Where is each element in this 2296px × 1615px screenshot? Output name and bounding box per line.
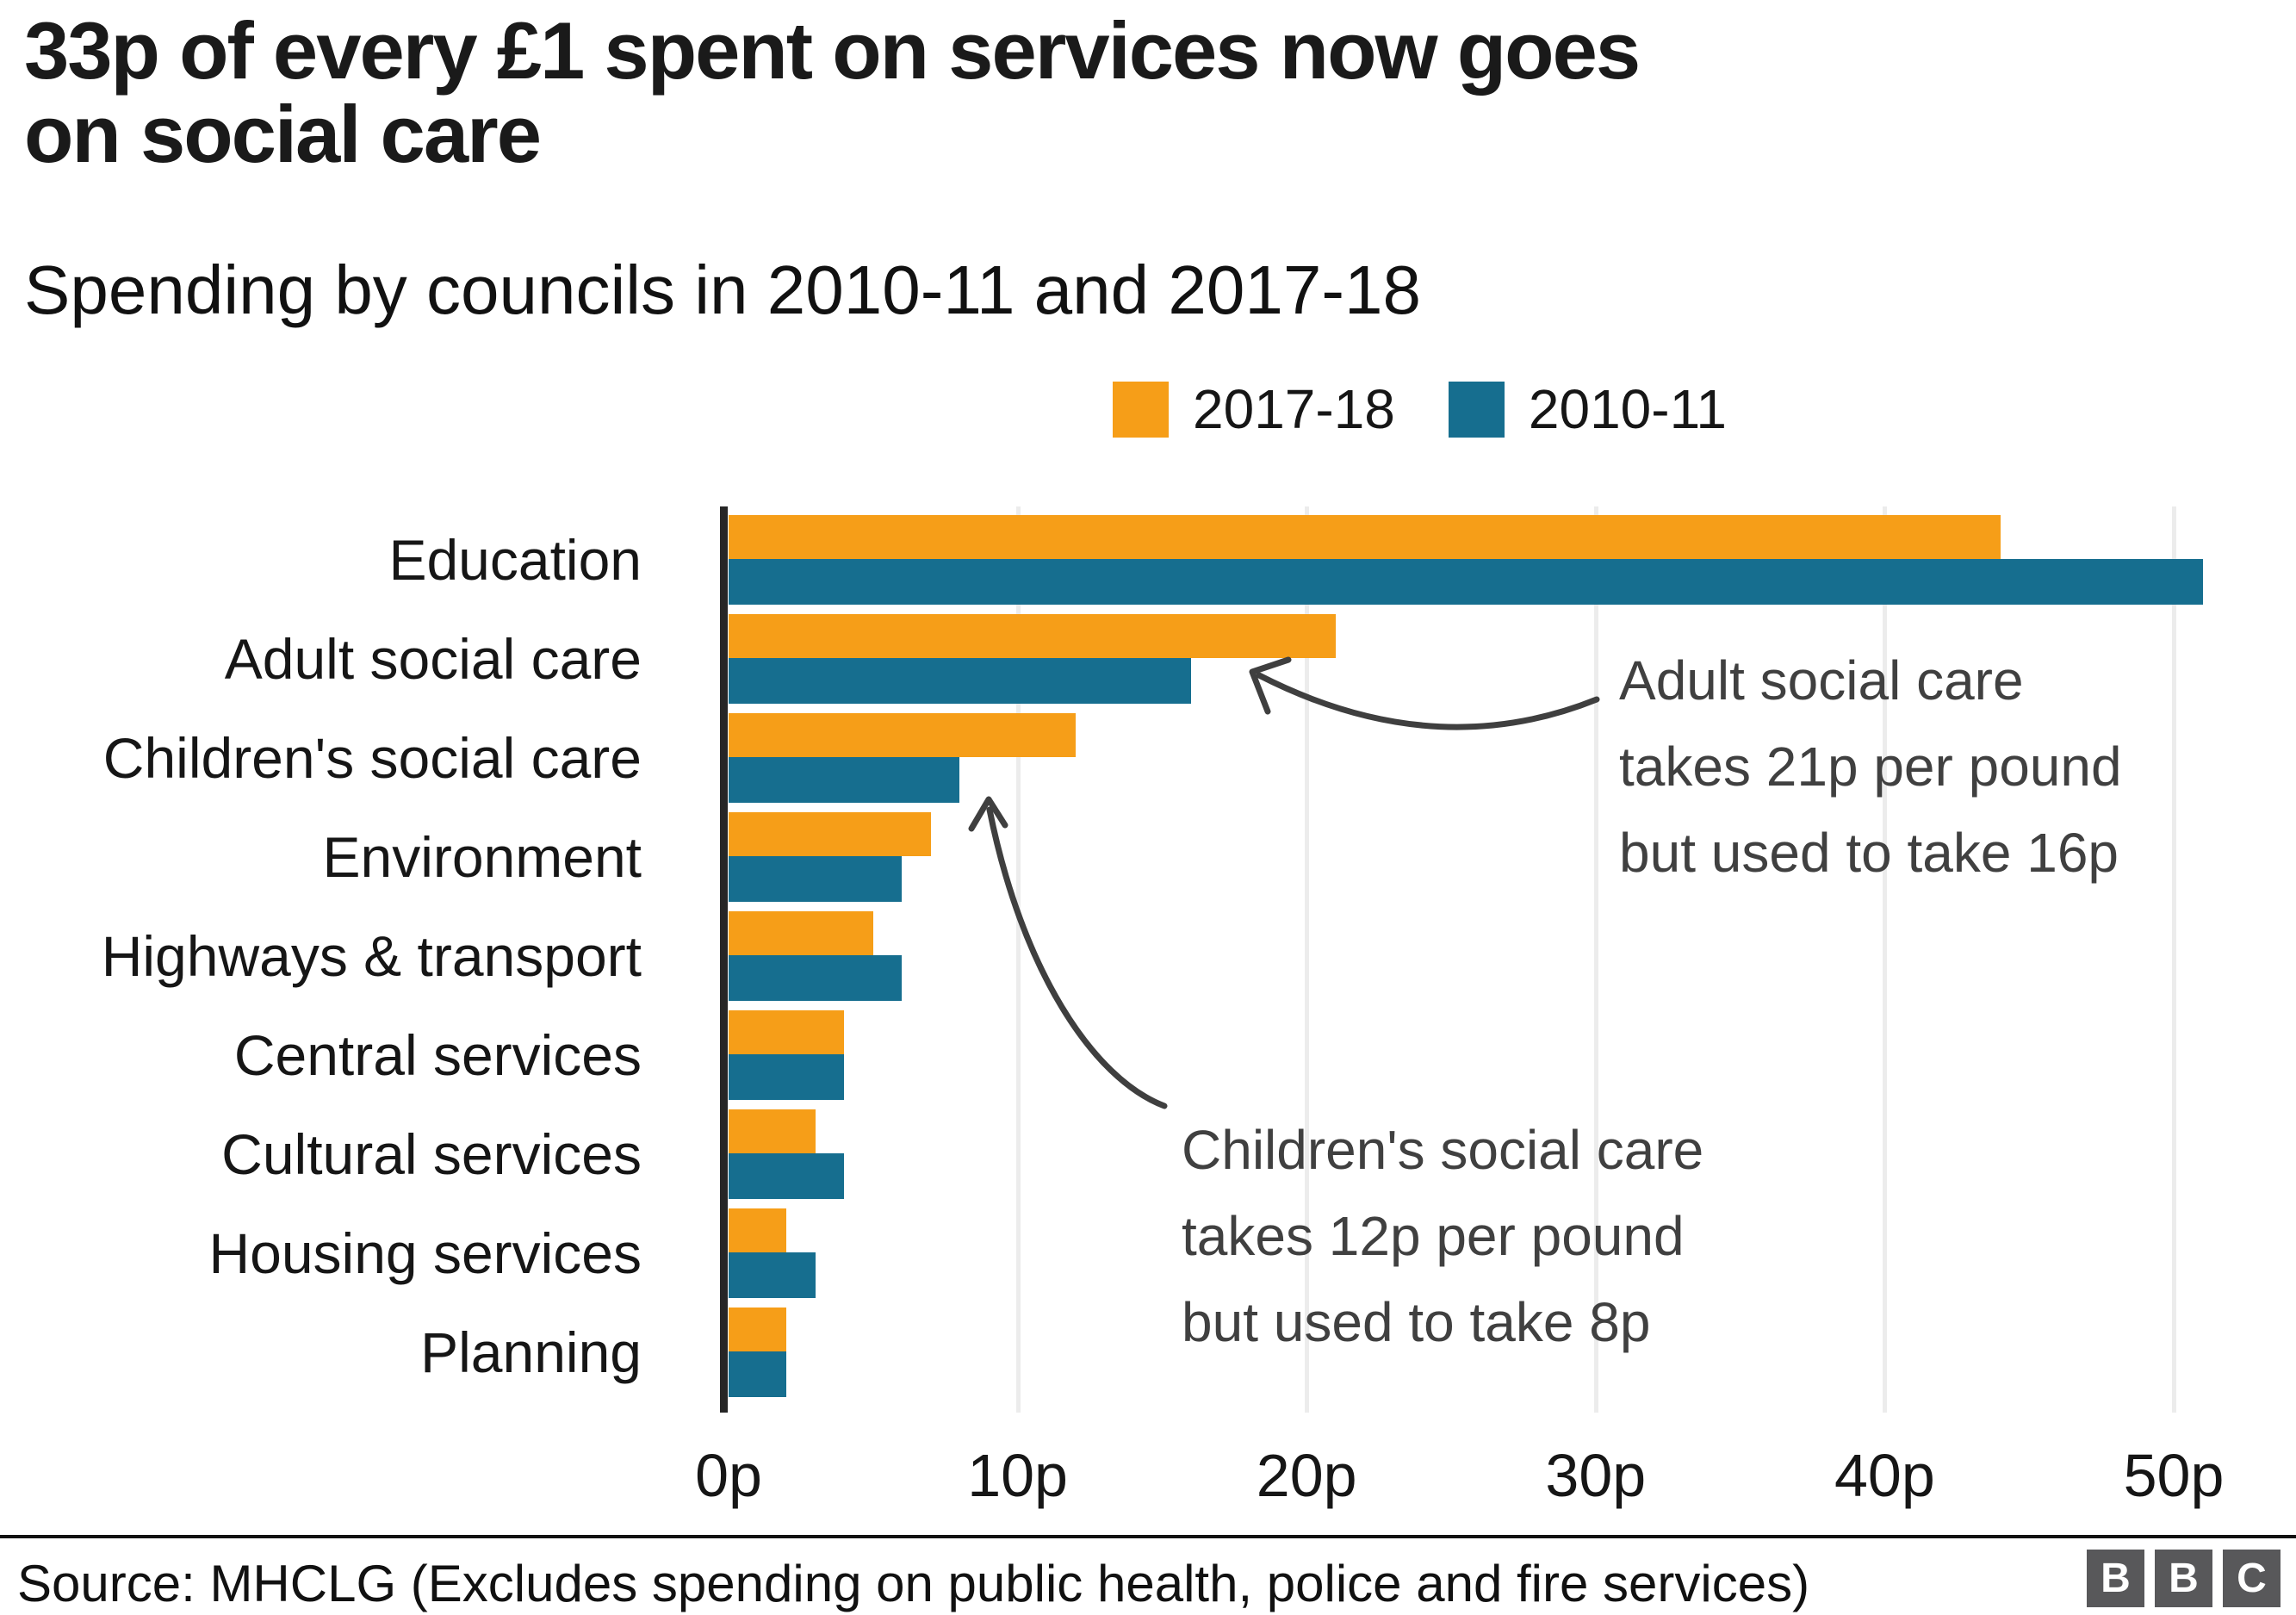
legend-swatch-2010-11 (1448, 382, 1505, 438)
bar-2017-18-environment (729, 812, 931, 856)
annotation-adult-line-2: takes 21p per pound (1619, 736, 2122, 798)
bar-2017-18-education (729, 515, 2001, 559)
bar-2010-11-adult-social-care (729, 658, 1191, 704)
bar-2017-18-highways-transport (729, 911, 873, 955)
bar-2010-11-cultural-services (729, 1153, 844, 1199)
footer-divider (0, 1535, 2296, 1538)
bar-2017-18-children-s-social-care (729, 713, 1076, 757)
bar-2010-11-planning (729, 1351, 786, 1397)
chart-title-line-2: on social care (24, 89, 542, 179)
y-axis-line (720, 506, 728, 1413)
gridline-20p (1305, 506, 1310, 1413)
chart-title-line-1: 33p of every £1 spent on services now go… (24, 5, 1641, 96)
annotation-adult-line-3: but used to take 16p (1619, 822, 2119, 884)
bar-2010-11-education (729, 559, 2203, 605)
category-label-children-s-social-care: Children's social care (102, 726, 642, 790)
chart-title: 33p of every £1 spent on services now go… (24, 5, 1641, 179)
category-label-planning: Planning (420, 1320, 642, 1384)
arrowhead-adult-social-care (1249, 656, 1292, 715)
bar-2017-18-cultural-services (729, 1109, 816, 1153)
bar-2017-18-adult-social-care (729, 614, 1336, 658)
legend: 2017-18 2010-11 (1113, 382, 1727, 438)
bar-2017-18-central-services (729, 1010, 844, 1054)
annotation-adult-social-care: Adult social care takes 21p per pound bu… (1619, 637, 2122, 896)
chart-subtitle: Spending by councils in 2010-11 and 2017… (24, 252, 1421, 328)
gridline-30p (1593, 506, 1598, 1413)
x-tick-label-20p: 20p (1256, 1442, 1357, 1509)
bar-2017-18-housing-services (729, 1208, 786, 1252)
category-label-cultural-services: Cultural services (221, 1122, 642, 1186)
arrowhead-childrens-social-care (968, 796, 1008, 832)
bar-2010-11-environment (729, 856, 902, 902)
annotation-childrens-social-care: Children's social care takes 12p per pou… (1182, 1107, 1703, 1365)
source-note: Source: MHCLG (Excludes spending on publ… (17, 1555, 1810, 1612)
bar-2010-11-children-s-social-care (729, 757, 959, 803)
bbc-logo-block-c: C (2223, 1550, 2280, 1607)
x-tick-label-30p: 30p (1545, 1442, 1647, 1509)
bbc-logo-block-b1: B (2087, 1550, 2144, 1607)
x-tick-label-50p: 50p (2123, 1442, 2225, 1509)
bar-2017-18-planning (729, 1308, 786, 1351)
legend-label-2017-18: 2017-18 (1193, 378, 1395, 440)
x-tick-label-40p: 40p (1834, 1442, 1935, 1509)
bar-2010-11-highways-transport (729, 955, 902, 1001)
legend-swatch-2017-18 (1113, 382, 1169, 438)
x-tick-label-10p: 10p (967, 1442, 1068, 1509)
bbc-logo-block-b2: B (2155, 1550, 2212, 1607)
category-label-central-services: Central services (233, 1023, 642, 1087)
category-label-housing-services: Housing services (208, 1221, 642, 1285)
legend-label-2010-11: 2010-11 (1528, 378, 1727, 440)
annotation-children-line-2: takes 12p per pound (1182, 1205, 1685, 1267)
category-label-environment: Environment (322, 825, 642, 889)
bar-2010-11-central-services (729, 1054, 844, 1100)
annotation-children-line-3: but used to take 8p (1182, 1291, 1651, 1353)
category-label-highways-transport: Highways & transport (101, 924, 642, 988)
category-label-adult-social-care: Adult social care (224, 627, 642, 691)
x-tick-label-0p: 0p (695, 1442, 762, 1509)
gridline-40p (1883, 506, 1888, 1413)
annotation-adult-line-1: Adult social care (1619, 649, 2024, 711)
bar-2010-11-housing-services (729, 1252, 816, 1298)
category-label-education: Education (388, 528, 642, 592)
bbc-logo: B B C (2087, 1550, 2280, 1607)
arrow-adult-social-care (1256, 672, 1600, 730)
gridline-50p (2172, 506, 2176, 1413)
annotation-children-line-1: Children's social care (1182, 1119, 1704, 1181)
